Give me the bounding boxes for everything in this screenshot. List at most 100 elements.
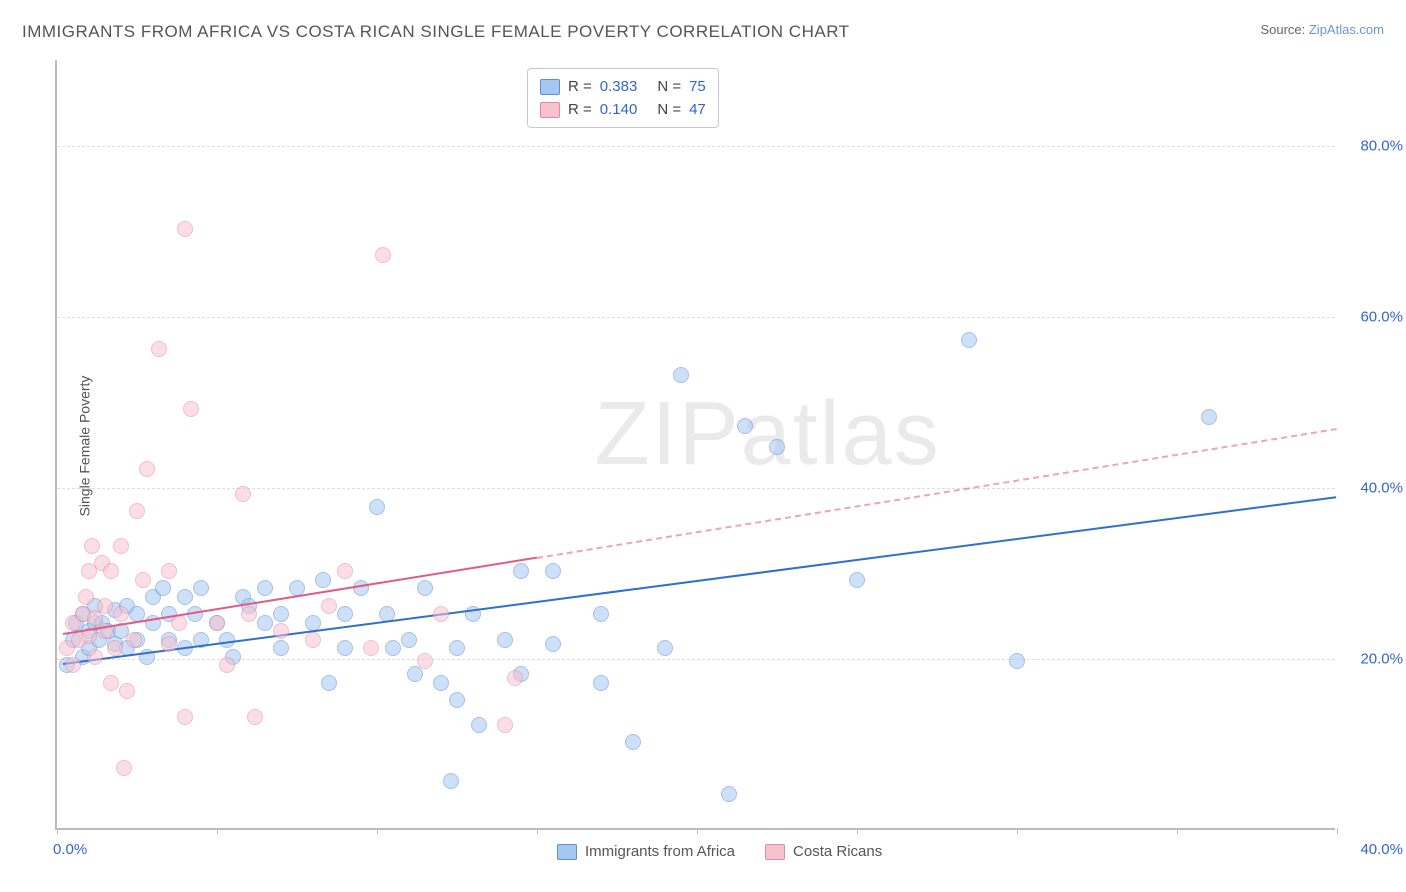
- scatter-point: [97, 598, 113, 614]
- y-tick-label: 80.0%: [1360, 137, 1403, 154]
- scatter-point: [257, 580, 273, 596]
- scatter-point: [433, 606, 449, 622]
- legend-n-value: 75: [689, 78, 706, 95]
- scatter-point: [161, 563, 177, 579]
- legend-r-label: R =: [568, 101, 592, 118]
- chart-title: IMMIGRANTS FROM AFRICA VS COSTA RICAN SI…: [22, 22, 850, 42]
- x-tick-mark: [1017, 828, 1018, 834]
- scatter-point: [375, 247, 391, 263]
- legend-series-name: Costa Ricans: [793, 843, 882, 860]
- scatter-point: [273, 623, 289, 639]
- x-tick-mark: [857, 828, 858, 834]
- source-prefix: Source:: [1260, 22, 1308, 37]
- y-tick-label: 40.0%: [1360, 479, 1403, 496]
- scatter-point: [113, 606, 129, 622]
- legend-r-value: 0.383: [600, 78, 638, 95]
- scatter-point: [161, 636, 177, 652]
- x-tick-mark: [697, 828, 698, 834]
- scatter-point: [321, 675, 337, 691]
- source-link[interactable]: ZipAtlas.com: [1309, 22, 1384, 37]
- x-tick-label: 40.0%: [1360, 841, 1403, 858]
- scatter-point: [84, 538, 100, 554]
- legend-n-label: N =: [657, 101, 681, 118]
- scatter-point: [433, 675, 449, 691]
- legend-swatch-icon: [540, 102, 560, 118]
- scatter-point: [593, 606, 609, 622]
- scatter-point: [247, 709, 263, 725]
- scatter-point: [241, 606, 257, 622]
- scatter-point: [113, 538, 129, 554]
- scatter-point: [625, 734, 641, 750]
- scatter-point: [177, 221, 193, 237]
- watermark: ZIPatlas: [595, 383, 941, 486]
- scatter-point: [545, 636, 561, 652]
- scatter-point: [235, 486, 251, 502]
- scatter-point: [417, 653, 433, 669]
- scatter-point: [337, 640, 353, 656]
- trend-line: [537, 428, 1337, 559]
- scatter-point: [126, 632, 142, 648]
- trend-line: [63, 557, 537, 635]
- x-tick-label: 0.0%: [53, 841, 87, 858]
- x-tick-mark: [1177, 828, 1178, 834]
- legend-stats-box: R = 0.383 N = 75 R = 0.140 N = 47: [527, 68, 719, 128]
- scatter-point: [315, 572, 331, 588]
- scatter-point: [961, 332, 977, 348]
- scatter-point: [369, 499, 385, 515]
- scatter-point: [103, 563, 119, 579]
- scatter-point: [78, 589, 94, 605]
- gridline: [57, 317, 1335, 318]
- scatter-point: [673, 367, 689, 383]
- scatter-point: [449, 640, 465, 656]
- scatter-point: [87, 649, 103, 665]
- legend-r-value: 0.140: [600, 101, 638, 118]
- scatter-point: [193, 580, 209, 596]
- scatter-point: [1009, 653, 1025, 669]
- scatter-point: [1201, 409, 1217, 425]
- source-attribution: Source: ZipAtlas.com: [1260, 22, 1384, 37]
- legend-n-label: N =: [657, 78, 681, 95]
- scatter-point: [353, 580, 369, 596]
- trend-line: [63, 496, 1337, 665]
- scatter-point: [107, 640, 123, 656]
- legend-swatch-icon: [557, 844, 577, 860]
- scatter-point: [507, 670, 523, 686]
- scatter-point: [449, 692, 465, 708]
- y-tick-label: 20.0%: [1360, 650, 1403, 667]
- x-tick-mark: [217, 828, 218, 834]
- scatter-point: [151, 341, 167, 357]
- scatter-point: [273, 640, 289, 656]
- scatter-point: [209, 615, 225, 631]
- legend-n-value: 47: [689, 101, 706, 118]
- scatter-point: [119, 683, 135, 699]
- scatter-point: [545, 563, 561, 579]
- legend-stats-row: R = 0.140 N = 47: [540, 98, 706, 121]
- scatter-point: [337, 606, 353, 622]
- x-tick-mark: [57, 828, 58, 834]
- scatter-point: [497, 632, 513, 648]
- scatter-point: [401, 632, 417, 648]
- gridline: [57, 146, 1335, 147]
- scatter-point: [103, 675, 119, 691]
- scatter-point: [257, 615, 273, 631]
- scatter-point: [116, 760, 132, 776]
- scatter-point: [219, 657, 235, 673]
- scatter-point: [497, 717, 513, 733]
- bottom-legend: Immigrants from AfricaCosta Ricans: [557, 843, 882, 860]
- scatter-point: [657, 640, 673, 656]
- scatter-point: [721, 786, 737, 802]
- scatter-point: [417, 580, 433, 596]
- gridline: [57, 659, 1335, 660]
- scatter-point: [155, 580, 171, 596]
- scatter-point: [337, 563, 353, 579]
- legend-swatch-icon: [765, 844, 785, 860]
- scatter-point: [135, 572, 151, 588]
- scatter-point: [593, 675, 609, 691]
- scatter-point: [65, 657, 81, 673]
- scatter-point: [363, 640, 379, 656]
- plot-area: 20.0%40.0%60.0%80.0%0.0%40.0%ZIPatlasR =…: [55, 60, 1335, 830]
- scatter-point: [139, 461, 155, 477]
- scatter-point: [321, 598, 337, 614]
- scatter-point: [385, 640, 401, 656]
- scatter-point: [273, 606, 289, 622]
